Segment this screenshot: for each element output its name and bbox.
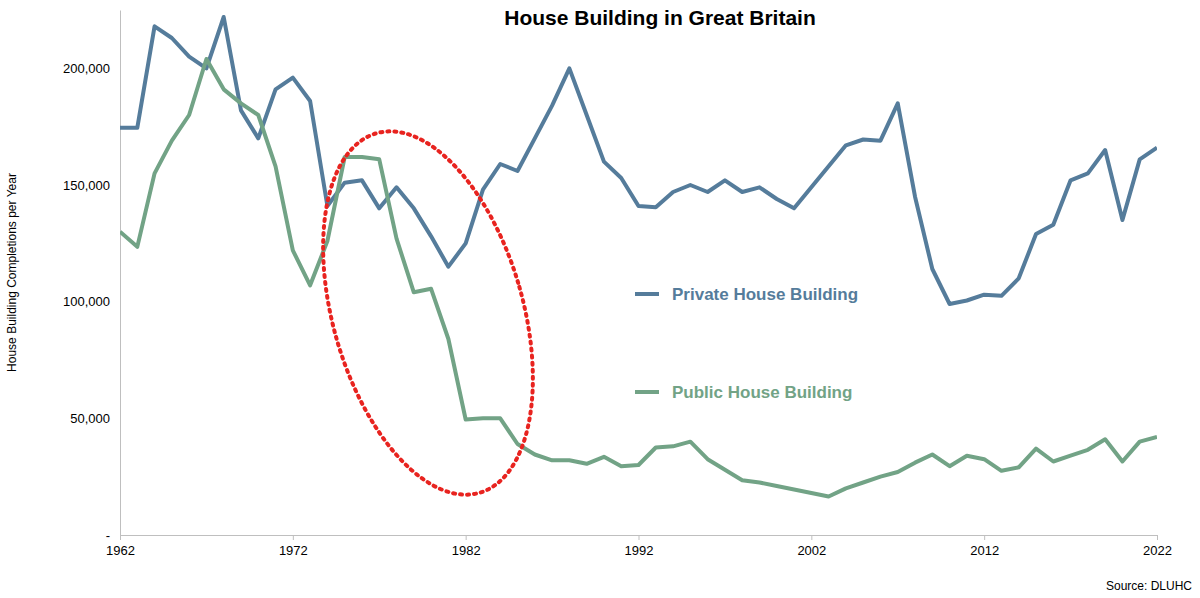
- y-axis-title: House Building Completions per Year: [5, 173, 19, 372]
- legend-label: Private House Building: [672, 285, 858, 304]
- x-tick-label: 1982: [452, 543, 481, 558]
- x-tick-mark: [120, 535, 121, 540]
- legend-swatch: [635, 292, 659, 296]
- y-tick-label: 100,000: [63, 294, 110, 309]
- plot-area: - 50,000 100,000 150,000 200,000 1962 1972 1982…: [63, 11, 1172, 559]
- highlight-ellipse: [285, 107, 571, 519]
- chart: - 50,000 100,000 150,000 200,000 1962 1972 1982…: [0, 0, 1200, 598]
- chart-title: House Building in Great Britain: [504, 6, 816, 29]
- x-tick-label: 2002: [797, 543, 826, 558]
- x-tick-label: 2012: [970, 543, 999, 558]
- x-tick-label: 1972: [279, 543, 308, 558]
- y-tick: -: [106, 528, 120, 543]
- x-tick-label: 1992: [625, 543, 654, 558]
- x-axis: 1962 1972 1982 1992 2002 2012 2022: [106, 535, 1172, 558]
- legend-swatch: [635, 390, 659, 394]
- legend: Private House Building Public House Build…: [635, 285, 858, 402]
- y-axis: - 50,000 100,000 150,000 200,000: [63, 11, 121, 543]
- y-axis-line: [120, 11, 121, 536]
- y-tick-label: 50,000: [70, 411, 110, 426]
- x-tick-label: 1962: [106, 543, 135, 558]
- x-tick-mark: [811, 535, 812, 540]
- x-tick: 2012: [970, 535, 999, 558]
- x-tick: 1972: [279, 535, 308, 558]
- legend-label: Public House Building: [672, 383, 852, 402]
- x-tick-mark: [293, 535, 294, 540]
- y-tick-label: 150,000: [63, 178, 110, 193]
- x-tick: 2002: [797, 535, 826, 558]
- y-tick-label: 200,000: [63, 61, 110, 76]
- y-tick: 150,000: [63, 178, 120, 193]
- x-tick-mark: [1157, 535, 1158, 540]
- y-tick: 100,000: [63, 294, 120, 309]
- source-note: Source: DLUHC: [1106, 579, 1192, 593]
- series-line: [120, 59, 1157, 497]
- x-tick: 1982: [452, 535, 481, 558]
- y-tick: 50,000: [70, 411, 120, 426]
- y-tick: 200,000: [63, 61, 120, 76]
- x-tick: 2022: [1143, 535, 1172, 558]
- x-tick-mark: [639, 535, 640, 540]
- x-tick-mark: [466, 535, 467, 540]
- x-tick: 1992: [625, 535, 654, 558]
- series-group: [120, 17, 1157, 497]
- x-tick-mark: [984, 535, 985, 540]
- y-tick-label: -: [106, 528, 110, 543]
- x-tick: 1962: [106, 535, 135, 558]
- x-tick-label: 2022: [1143, 543, 1172, 558]
